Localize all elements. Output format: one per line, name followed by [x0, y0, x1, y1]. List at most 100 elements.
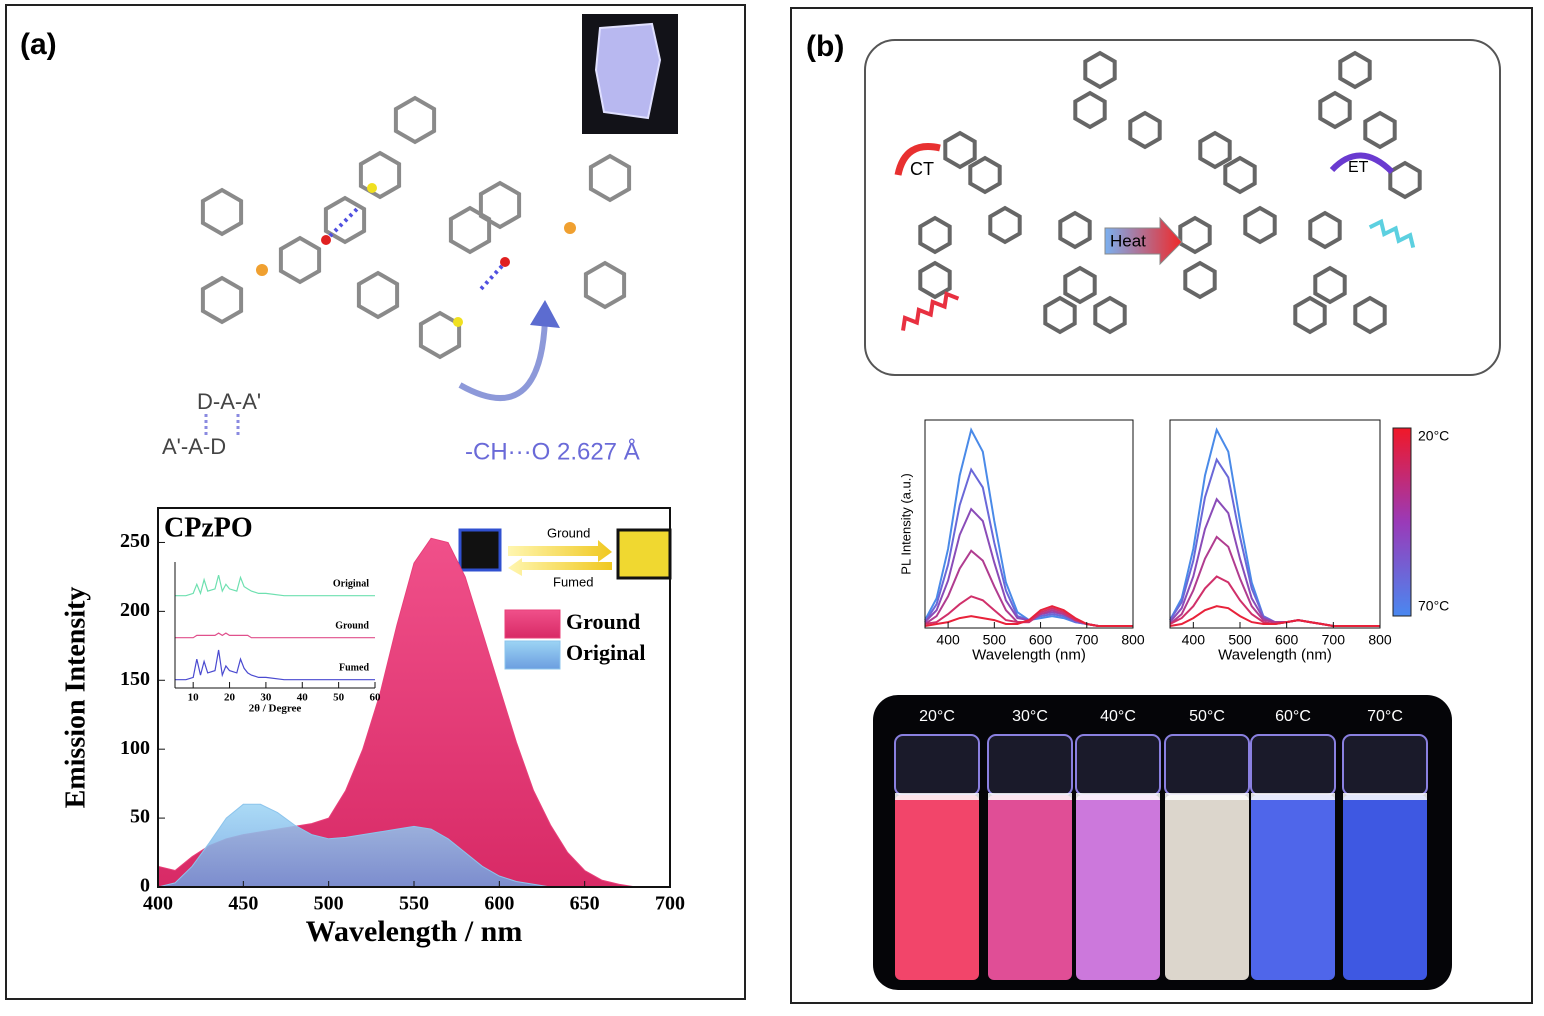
ring	[1183, 260, 1217, 300]
ring	[1223, 155, 1257, 195]
ring	[1128, 110, 1162, 150]
vial-liquid	[1251, 795, 1335, 980]
ring	[1318, 90, 1352, 130]
line	[175, 632, 375, 639]
legend-label: Original	[566, 640, 645, 665]
x-tick-label: 60	[370, 691, 382, 703]
bond-arrowhead	[530, 300, 560, 328]
switch-label: Fumed	[553, 574, 593, 589]
ring	[1353, 295, 1387, 335]
oxygen	[500, 257, 510, 267]
ring	[278, 235, 322, 285]
trace-label: Ground	[335, 620, 369, 631]
x-axis-label: Wavelength (nm)	[972, 646, 1086, 663]
phosphorus	[256, 264, 268, 276]
line	[175, 649, 375, 681]
ring	[1338, 50, 1372, 90]
x-tick-label: 50	[333, 691, 345, 703]
ring	[1198, 130, 1232, 170]
legend-swatch	[504, 609, 561, 639]
vials: 20°C 30°C 40°C 50°C 60°C 70°C	[894, 708, 1428, 980]
emission-wave	[1368, 218, 1416, 249]
ring	[1063, 265, 1097, 305]
ring	[1178, 215, 1212, 255]
vial-glass	[1164, 734, 1250, 796]
line	[1169, 605, 1380, 627]
ring	[478, 180, 522, 230]
ring	[1093, 295, 1127, 335]
x-tick-label: 700	[655, 893, 685, 915]
panel-label: (b)	[806, 30, 844, 63]
vial-meniscus	[1343, 793, 1427, 800]
colorbar-label: 70°C	[1418, 598, 1449, 614]
hbond-label: -CH···O 2.627 Å	[465, 437, 640, 465]
vial-label: 40°C	[1100, 708, 1136, 725]
scheme-box	[864, 39, 1501, 376]
ring	[1308, 210, 1342, 250]
y-axis-label: PL Intensity (a.u.)	[898, 473, 913, 574]
vial-glass	[1075, 734, 1161, 796]
x-tick-label: 500	[1228, 631, 1252, 647]
ring	[358, 150, 402, 200]
x-tick-label: 600	[1029, 631, 1053, 647]
powder-ground	[616, 528, 672, 580]
molecule-structure	[200, 95, 632, 360]
crystal	[594, 22, 662, 120]
bond-arrow	[458, 319, 548, 402]
vial-liquid	[1165, 795, 1249, 980]
axes-frame	[1169, 419, 1381, 629]
vial-liquid	[988, 795, 1072, 980]
ct-arrow	[894, 143, 941, 176]
hbond	[478, 264, 504, 292]
sulfur	[453, 317, 463, 327]
vial-meniscus	[988, 793, 1072, 800]
x-tick-label: 650	[570, 893, 600, 915]
switch-label: Ground	[547, 525, 590, 540]
x-tick-label: 700	[1322, 631, 1346, 647]
polymer-structure	[918, 50, 1422, 335]
ring	[1083, 50, 1117, 90]
y-tick-label: 150	[120, 668, 150, 690]
ring	[1363, 110, 1397, 150]
vial-glass	[1250, 734, 1336, 796]
y-tick-label: 200	[120, 599, 150, 621]
x-tick-label: 800	[1368, 631, 1392, 647]
oxygen	[321, 235, 331, 245]
ring	[968, 155, 1002, 195]
x-tick-label: 600	[1275, 631, 1299, 647]
panel-label: (a)	[20, 28, 57, 61]
ring	[1073, 90, 1107, 130]
et-label: ET	[1348, 159, 1369, 176]
vial-label: 20°C	[919, 708, 955, 725]
y-axis-label: Emission Intensity	[60, 587, 91, 809]
x-tick-label: 550	[399, 893, 429, 915]
vial-label: 60°C	[1275, 708, 1311, 725]
line	[924, 605, 1133, 627]
sulfur	[367, 183, 377, 193]
x-tick-label: 400	[143, 893, 173, 915]
y-tick-label: 250	[120, 530, 150, 552]
y-tick-label: 50	[130, 806, 150, 828]
vial-glass	[894, 734, 980, 796]
charts: 400 450 500 550 600 650 700 0 50 100 150 200 250 Wave…	[60, 419, 1392, 948]
motif-label: D-A-A'	[197, 389, 261, 414]
switch-arrow	[508, 558, 612, 576]
vial-liquid	[1343, 795, 1427, 980]
powder-original	[458, 528, 502, 572]
ring	[988, 205, 1022, 245]
ring	[1043, 295, 1077, 335]
phosphorus	[564, 222, 576, 234]
panel-a-frame	[5, 4, 746, 1000]
ring	[393, 95, 437, 145]
legend-swatch	[504, 640, 561, 670]
y-tick-label: 0	[140, 875, 150, 897]
vial-liquid	[1076, 795, 1160, 980]
chart-title: CPzPO	[164, 512, 253, 543]
ring	[200, 187, 244, 237]
ct-label: CT	[910, 159, 934, 179]
x-tick-label: 400	[936, 631, 960, 647]
vial-glass	[1342, 734, 1428, 796]
vial-meniscus	[1076, 793, 1160, 800]
emission-wave	[901, 291, 960, 331]
x-tick-label: 30	[260, 691, 272, 703]
